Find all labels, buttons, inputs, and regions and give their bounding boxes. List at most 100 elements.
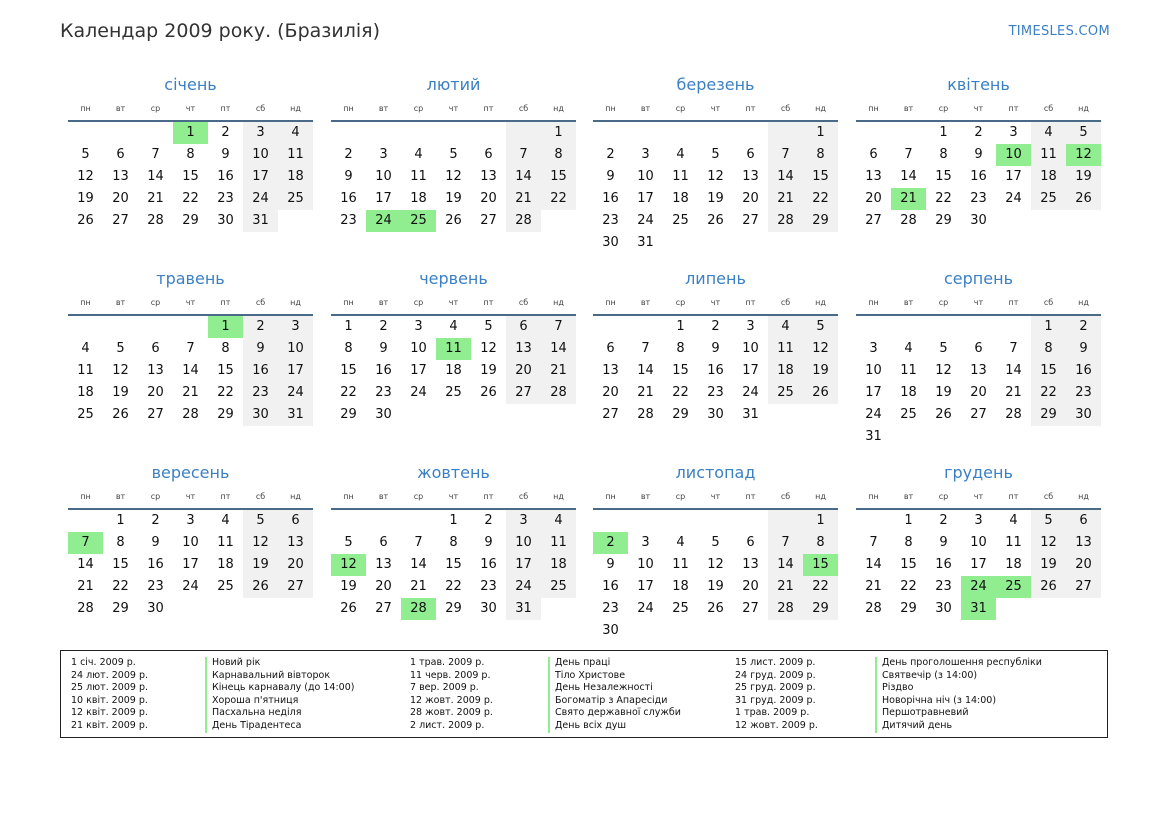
weekday-label: вт: [903, 492, 914, 501]
month-name: червень: [419, 269, 488, 288]
day-cell: 18: [900, 385, 917, 400]
day-cell: 29: [803, 598, 838, 620]
day-cell: 28: [1005, 407, 1022, 422]
day-cell: 18: [445, 363, 462, 378]
month-name: травень: [156, 269, 225, 288]
month-name: лютий: [426, 75, 481, 94]
empty-cell: [803, 232, 838, 254]
weekday-header: пн вт ср чт пт сб нд: [856, 99, 1101, 119]
weekday-label: пт: [1008, 492, 1019, 501]
day-cell: 20: [970, 385, 987, 400]
legend-date: 7 вер. 2009 р.: [410, 682, 479, 694]
day-cell: 27: [865, 213, 882, 228]
weekday-header: пн вт ср чт пт сб нд: [331, 293, 576, 313]
day-cell: 6: [278, 510, 313, 532]
empty-cell: [996, 210, 1031, 232]
month-12: грудень пн вт ср чт пт сб нд 1 2 3 4 5 6 7 8 9 10 11 12 13 14…: [856, 458, 1101, 620]
empty-cell: [1066, 210, 1101, 232]
weekday-label: ср: [938, 104, 949, 113]
empty-cell: [768, 404, 803, 426]
month-divider: [593, 120, 838, 122]
day-cell: 5: [939, 341, 948, 356]
weekday-label: нд: [815, 492, 826, 501]
empty-cell: [856, 316, 891, 338]
weekday-label: сб: [780, 104, 791, 113]
weekday-label: нд: [290, 298, 301, 307]
weekday-label: вт: [640, 104, 651, 113]
day-cell: 25: [672, 213, 689, 228]
page-title: Календар 2009 року. (Бразилія): [60, 20, 381, 42]
day-cell: 14: [865, 557, 882, 572]
day-cell: 21: [768, 188, 803, 210]
day-cell: 21: [410, 579, 427, 594]
weekday-label: пн: [343, 298, 354, 307]
day-cell: 7: [904, 147, 913, 162]
empty-cell: [436, 122, 471, 144]
day-cell: 31: [637, 235, 654, 250]
empty-cell: [891, 316, 926, 338]
weekday-header: пн вт ср чт пт сб нд: [68, 293, 313, 313]
weekday-label: пт: [483, 298, 494, 307]
day-cell: 18: [541, 554, 576, 576]
day-cell: 5: [484, 319, 493, 334]
empty-cell: [698, 510, 733, 532]
weekday-header: пн вт ср чт пт сб нд: [593, 487, 838, 507]
weekday-label: пн: [343, 104, 354, 113]
day-cell: 8: [939, 147, 948, 162]
legend-date: 28 жовт. 2009 р.: [410, 707, 493, 719]
day-cell: 16: [970, 169, 987, 184]
day-cell: 15: [182, 169, 199, 184]
day-cell: 11: [541, 532, 576, 554]
day-cell: 8: [803, 532, 838, 554]
day-cell: 5: [711, 535, 720, 550]
day-cell: 10: [506, 532, 541, 554]
month-name: січень: [164, 75, 217, 94]
day-cell: 16: [480, 557, 497, 572]
day-cell: 15: [217, 363, 234, 378]
empty-cell: [996, 598, 1031, 620]
day-cell: 5: [344, 535, 353, 550]
empty-cell: [856, 122, 891, 144]
day-cell: 2: [711, 319, 720, 334]
day-cell: 16: [340, 191, 357, 206]
legend-holiday-name: Кінець карнавалу (до 14:00): [205, 682, 354, 695]
day-cell: 14: [768, 166, 803, 188]
day-grid: 1 2 3 4 5 6 7 8 9 10 11 12 13 14 15 16 17 18 19 20 21 22 23 24 2…: [856, 316, 1101, 448]
day-cell: 20: [375, 579, 392, 594]
day-cell: 1: [939, 125, 948, 140]
legend-date: 1 трав. 2009 р.: [410, 657, 485, 668]
day-cell: 23: [375, 385, 392, 400]
day-cell: 8: [676, 341, 685, 356]
weekday-label: сб: [518, 298, 529, 307]
day-cell: 24: [865, 407, 882, 422]
day-cell: 25: [900, 407, 917, 422]
day-cell: 18: [672, 579, 689, 594]
empty-cell: [628, 316, 663, 338]
day-cell: 19: [243, 554, 278, 576]
empty-cell: [803, 404, 838, 426]
day-cell: 13: [506, 338, 541, 360]
legend-holiday-name: День праці: [548, 657, 681, 670]
day-cell: 19: [112, 385, 129, 400]
day-cell: 29: [217, 407, 234, 422]
month-divider: [593, 508, 838, 510]
day-cell: 18: [410, 191, 427, 206]
empty-cell: [68, 122, 103, 144]
day-cell: 27: [375, 601, 392, 616]
day-cell: 16: [602, 579, 619, 594]
day-cell: 16: [602, 191, 619, 206]
day-cell: 21: [637, 385, 654, 400]
day-cell: 17: [243, 166, 278, 188]
day-cell: 22: [1031, 382, 1066, 404]
weekday-label: чт: [448, 104, 459, 113]
day-cell: 28: [900, 213, 917, 228]
day-cell: 7: [768, 532, 803, 554]
day-cell: 3: [186, 513, 195, 528]
brand-link[interactable]: TIMESLES.COM: [1008, 24, 1110, 39]
day-cell: 25: [1031, 188, 1066, 210]
day-cell: 4: [449, 319, 458, 334]
legend-holiday-name: Дитячий день: [875, 719, 1042, 733]
day-cell: 19: [445, 191, 462, 206]
day-cell: 7: [186, 341, 195, 356]
empty-cell: [366, 510, 401, 532]
